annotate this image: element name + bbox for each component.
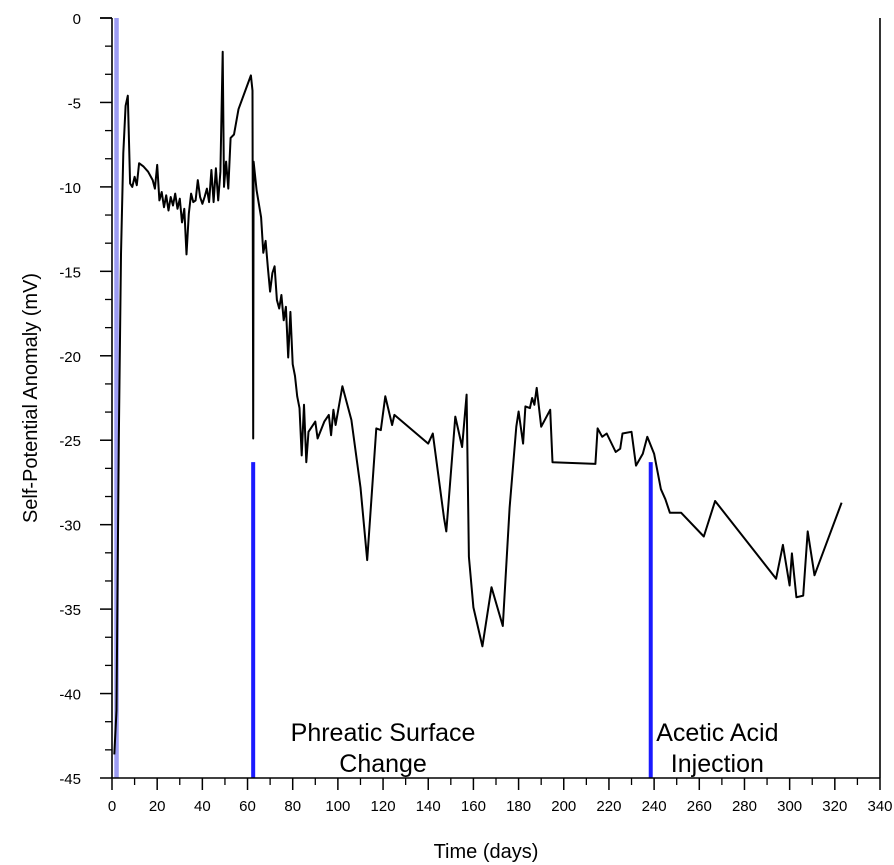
x-tick-label: 180 <box>506 798 531 815</box>
y-tick-label: 0 <box>73 11 81 28</box>
y-tick-label: -45 <box>59 771 81 788</box>
annotation-line: Injection <box>671 750 764 778</box>
x-tick-label: 20 <box>149 798 166 815</box>
y-tick-label: -20 <box>59 349 81 366</box>
shaded-band <box>114 18 119 778</box>
x-axis-title: Time (days) <box>434 841 539 863</box>
y-tick-label: -5 <box>68 95 81 112</box>
x-tick-label: 140 <box>416 798 441 815</box>
y-tick-label: -40 <box>59 687 81 704</box>
x-tick-label: 120 <box>371 798 396 815</box>
x-tick-label: 80 <box>284 798 301 815</box>
x-tick-label: 60 <box>239 798 256 815</box>
y-tick-label: -35 <box>59 602 81 619</box>
annotation-line: Phreatic Surface <box>291 719 476 747</box>
y-tick-label: -25 <box>59 433 81 450</box>
x-tick-label: 0 <box>108 798 116 815</box>
x-tick-label: 200 <box>551 798 576 815</box>
event-marker-layer <box>251 462 653 778</box>
annotation-label: Acetic Acid Injection <box>656 719 778 778</box>
x-tick-label: 220 <box>596 798 621 815</box>
x-tick-label: 240 <box>642 798 667 815</box>
y-tick-label: -10 <box>59 180 81 197</box>
x-tick-label: 260 <box>687 798 712 815</box>
x-tick-label: 300 <box>777 798 802 815</box>
x-tick-label: 340 <box>867 798 892 815</box>
series-layer <box>113 50 843 755</box>
y-axis: 0 -5 -10 -15 -20 -25 -30 -35 -40 -45 <box>59 11 112 788</box>
annotation-layer: Phreatic Surface Change Acetic Acid Injecti… <box>291 719 779 778</box>
annotation-label: Phreatic Surface Change <box>291 719 476 778</box>
x-tick-label: 320 <box>822 798 847 815</box>
y-tick-label: -15 <box>59 264 81 281</box>
x-tick-label: 100 <box>325 798 350 815</box>
annotation-line: Acetic Acid <box>656 719 778 747</box>
shaded-band-layer <box>114 18 119 778</box>
x-tick-label: 280 <box>732 798 757 815</box>
x-tick-label: 40 <box>194 798 211 815</box>
x-tick-label: 160 <box>461 798 486 815</box>
y-axis-title: Self-Potential Anomaly (mV) <box>20 273 42 523</box>
x-axis: 0 20 40 60 80 100 120 140 160 180 200 220 240 260 280 3… <box>108 778 893 815</box>
y-tick-label: -30 <box>59 518 81 535</box>
annotation-line: Change <box>339 750 427 778</box>
plot-frame <box>100 17 881 779</box>
series-line <box>113 50 843 755</box>
